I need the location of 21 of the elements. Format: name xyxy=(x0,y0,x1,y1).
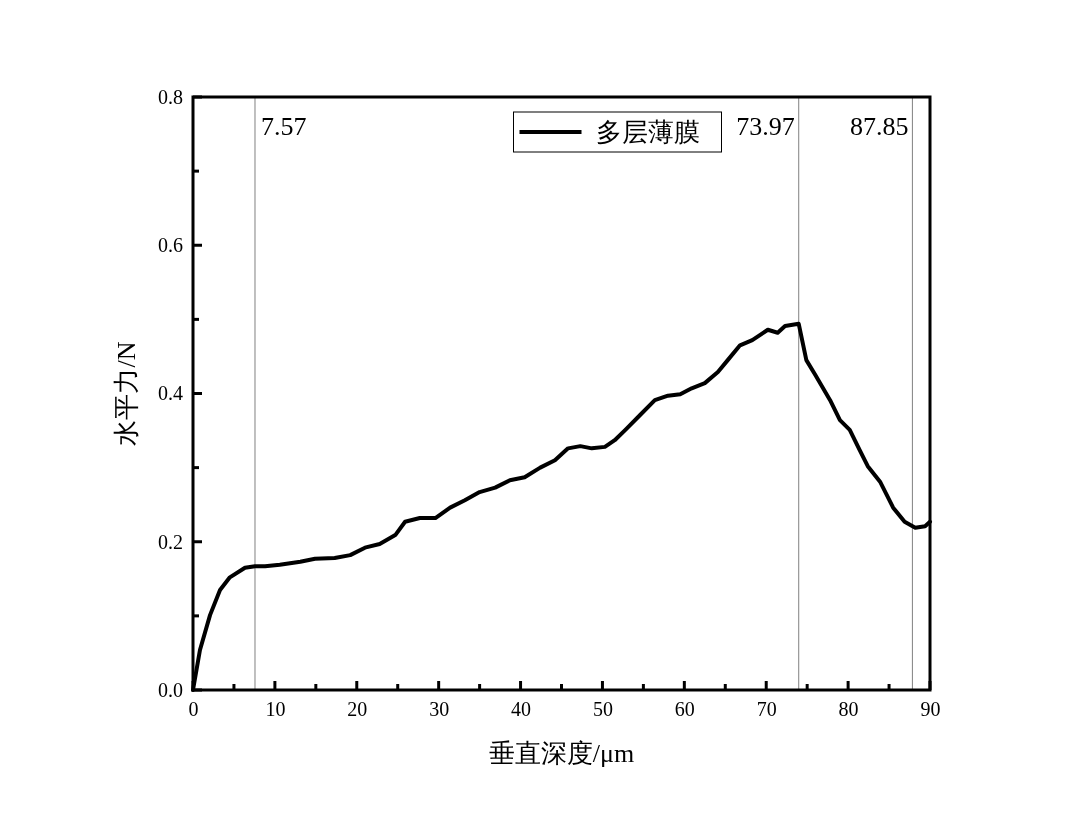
y-tick-label: 0.0 xyxy=(158,678,183,701)
ref-line-label: 87.85 xyxy=(849,112,909,141)
x-tick-label: 30 xyxy=(429,698,450,721)
x-tick-label: 50 xyxy=(592,698,613,721)
x-tick-label: 20 xyxy=(347,698,368,721)
y-axis-title: 水平力/N xyxy=(112,341,141,446)
x-tick-label: 70 xyxy=(756,698,777,721)
y-tick-label: 0.8 xyxy=(158,85,183,108)
y-tick-label: 0.4 xyxy=(158,382,183,405)
y-tick-label: 0.6 xyxy=(158,234,183,257)
x-tick-label: 40 xyxy=(511,698,532,721)
ref-line-label: 73.97 xyxy=(736,112,795,141)
ref-line-label: 7.57 xyxy=(260,112,307,141)
x-tick-label: 90 xyxy=(920,698,941,721)
x-axis-title: 垂直深度/μm xyxy=(488,739,635,768)
x-tick-label: 80 xyxy=(838,698,859,721)
x-tick-label: 0 xyxy=(188,698,199,721)
x-tick-label: 60 xyxy=(674,698,695,721)
legend-label: 多层薄膜 xyxy=(595,118,700,147)
y-tick-label: 0.2 xyxy=(158,530,183,553)
x-tick-label: 10 xyxy=(265,698,286,721)
